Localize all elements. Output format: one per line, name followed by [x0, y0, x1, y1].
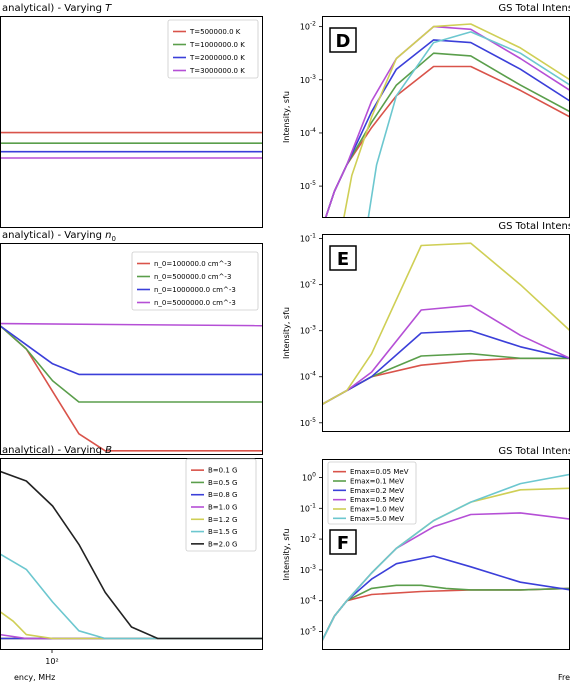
legend-entry: n_0=5000000.0 cm^-3 — [154, 299, 236, 307]
y-tick-label: 10-4 — [300, 595, 316, 606]
legend-entry: Emax=0.2 MeV — [350, 487, 404, 495]
axes-frame — [322, 234, 570, 432]
chart-title: analytical) - Varying n0 — [2, 230, 116, 243]
legend-entry: n_0=1000000.0 cm^-3 — [154, 286, 236, 294]
panel-letter-box — [329, 27, 357, 53]
series-group — [1, 131, 262, 159]
legend: T=500000.0 K T=1000000.0 K T=2000000.0 K T=… — [167, 19, 259, 79]
y-tick-label: 10-2 — [300, 21, 316, 32]
y-tick-label: 10-1 — [300, 233, 316, 244]
series-group — [1, 470, 262, 640]
chart-right-D: GS Total Intensity 10-2 10-3 10-4 10-5 Intens… — [282, 3, 570, 218]
series-group — [1, 322, 262, 452]
legend-entry: B=1.0 G — [208, 504, 237, 512]
legend-entry: T=1000000.0 K — [189, 41, 245, 49]
series-line-4 — [323, 512, 569, 641]
series-line-6 — [1, 553, 262, 640]
legend-entry: B=0.5 G — [208, 479, 237, 487]
y-tick-label: 10-1 — [300, 502, 316, 513]
panel-letter: F — [337, 533, 349, 554]
series-line-5 — [323, 242, 569, 405]
y-tick-label: 10-2 — [300, 533, 316, 544]
series-line-2 — [323, 352, 569, 405]
legend-entry: T=3000000.0 K — [189, 67, 245, 75]
series-group — [323, 473, 569, 641]
series-line-5 — [1, 611, 262, 640]
y-tick-label: 10-5 — [300, 626, 316, 637]
series-line-2 — [325, 52, 569, 217]
legend-box — [131, 251, 259, 311]
legend-box — [167, 19, 259, 79]
axes-frame — [322, 16, 570, 218]
series-line-1 — [1, 325, 262, 452]
legend-entry: B=1.2 G — [208, 516, 237, 524]
chart-left-n0: analytical) - Varying n0 n_0=100000.0 cm^… — [0, 230, 263, 455]
chart-left-B: analytical) - Varying B 10² ency, MHz B=0.1… — [0, 445, 263, 682]
chart-title: GS Total Intensity — [498, 221, 570, 232]
legend-entry: n_0=100000.0 cm^-3 — [154, 260, 231, 268]
series-line-5 — [343, 23, 569, 217]
legend-entry: Emax=0.1 MeV — [350, 478, 404, 486]
panel-letter-box — [329, 245, 357, 271]
series-group — [325, 23, 569, 217]
series-line-7 — [1, 470, 262, 640]
y-tick-label: 10-4 — [300, 127, 316, 138]
axes-frame — [0, 458, 263, 650]
y-tick-label: 10-3 — [300, 74, 316, 85]
y-tick-label: 10-5 — [300, 180, 316, 191]
legend-entry: T=2000000.0 K — [189, 54, 245, 62]
series-line-4 — [325, 25, 569, 217]
x-axis-label: Fre — [558, 673, 570, 682]
y-tick-label: 10-3 — [300, 325, 316, 336]
y-tick-label: 10-2 — [300, 279, 316, 290]
legend-box — [327, 461, 417, 525]
series-line-2 — [323, 584, 569, 641]
x-tick-label: 10² — [45, 657, 58, 666]
legend-entry: Emax=0.05 MeV — [350, 468, 409, 476]
series-line-3 — [1, 325, 262, 376]
chart-right-F: GS Total Intensity 100 10-1 10-2 10-3 10-4 10-… — [282, 446, 570, 682]
series-line-1 — [323, 587, 569, 641]
legend-entry: Emax=1.0 MeV — [350, 506, 404, 514]
chart-left-T: analytical) - Varying T T=500000.0 K T=100… — [0, 3, 263, 228]
y-tick-label: 10-4 — [300, 371, 316, 382]
chart-right-E: GS Total Intensity 10-1 10-2 10-3 10-4 10-5 In… — [282, 221, 570, 432]
axes-frame — [0, 243, 263, 455]
legend-entry: B=2.0 G — [208, 540, 237, 548]
series-line-6 — [323, 473, 569, 641]
series-line-1 — [325, 65, 569, 217]
panel-letter: D — [336, 31, 351, 52]
legend-entry: B=0.1 G — [208, 467, 237, 475]
x-axis-label: ency, MHz — [14, 673, 55, 682]
chart-title: GS Total Intensity — [498, 3, 570, 14]
panel-letter: E — [337, 249, 349, 270]
chart-title: analytical) - Varying T — [2, 3, 112, 14]
series-line-6 — [367, 31, 569, 217]
legend-entry: B=1.5 G — [208, 528, 237, 536]
legend-entry: Emax=5.0 MeV — [350, 515, 404, 523]
panel-letter-box — [329, 529, 357, 555]
legend: B=0.1 G B=0.5 G B=0.8 G B=1.0 G B=1.2 G B=1.5… — [185, 458, 257, 552]
y-axis-label: Intensity, sfu — [282, 91, 291, 143]
chart-title: GS Total Intensity — [498, 446, 570, 457]
y-axis-label: Intensity, sfu — [282, 529, 291, 581]
series-line-2 — [1, 325, 262, 403]
chart-title: analytical) - Varying B — [2, 445, 112, 456]
y-tick-label: 10-5 — [300, 417, 316, 428]
legend-entry: Emax=0.5 MeV — [350, 496, 404, 504]
y-tick-label: 100 — [302, 471, 316, 482]
legend-entry: T=500000.0 K — [189, 28, 241, 36]
series-group — [323, 242, 569, 405]
legend-entry: B=0.8 G — [208, 491, 237, 499]
axes-frame — [0, 16, 263, 228]
y-axis-label: Intensity, sfu — [282, 307, 291, 359]
legend-entry: n_0=500000.0 cm^-3 — [154, 273, 231, 281]
series-line-4 — [1, 322, 262, 327]
legend: n_0=100000.0 cm^-3 n_0=500000.0 cm^-3 n_0=… — [131, 251, 259, 311]
y-tick-label: 10-3 — [300, 564, 316, 575]
